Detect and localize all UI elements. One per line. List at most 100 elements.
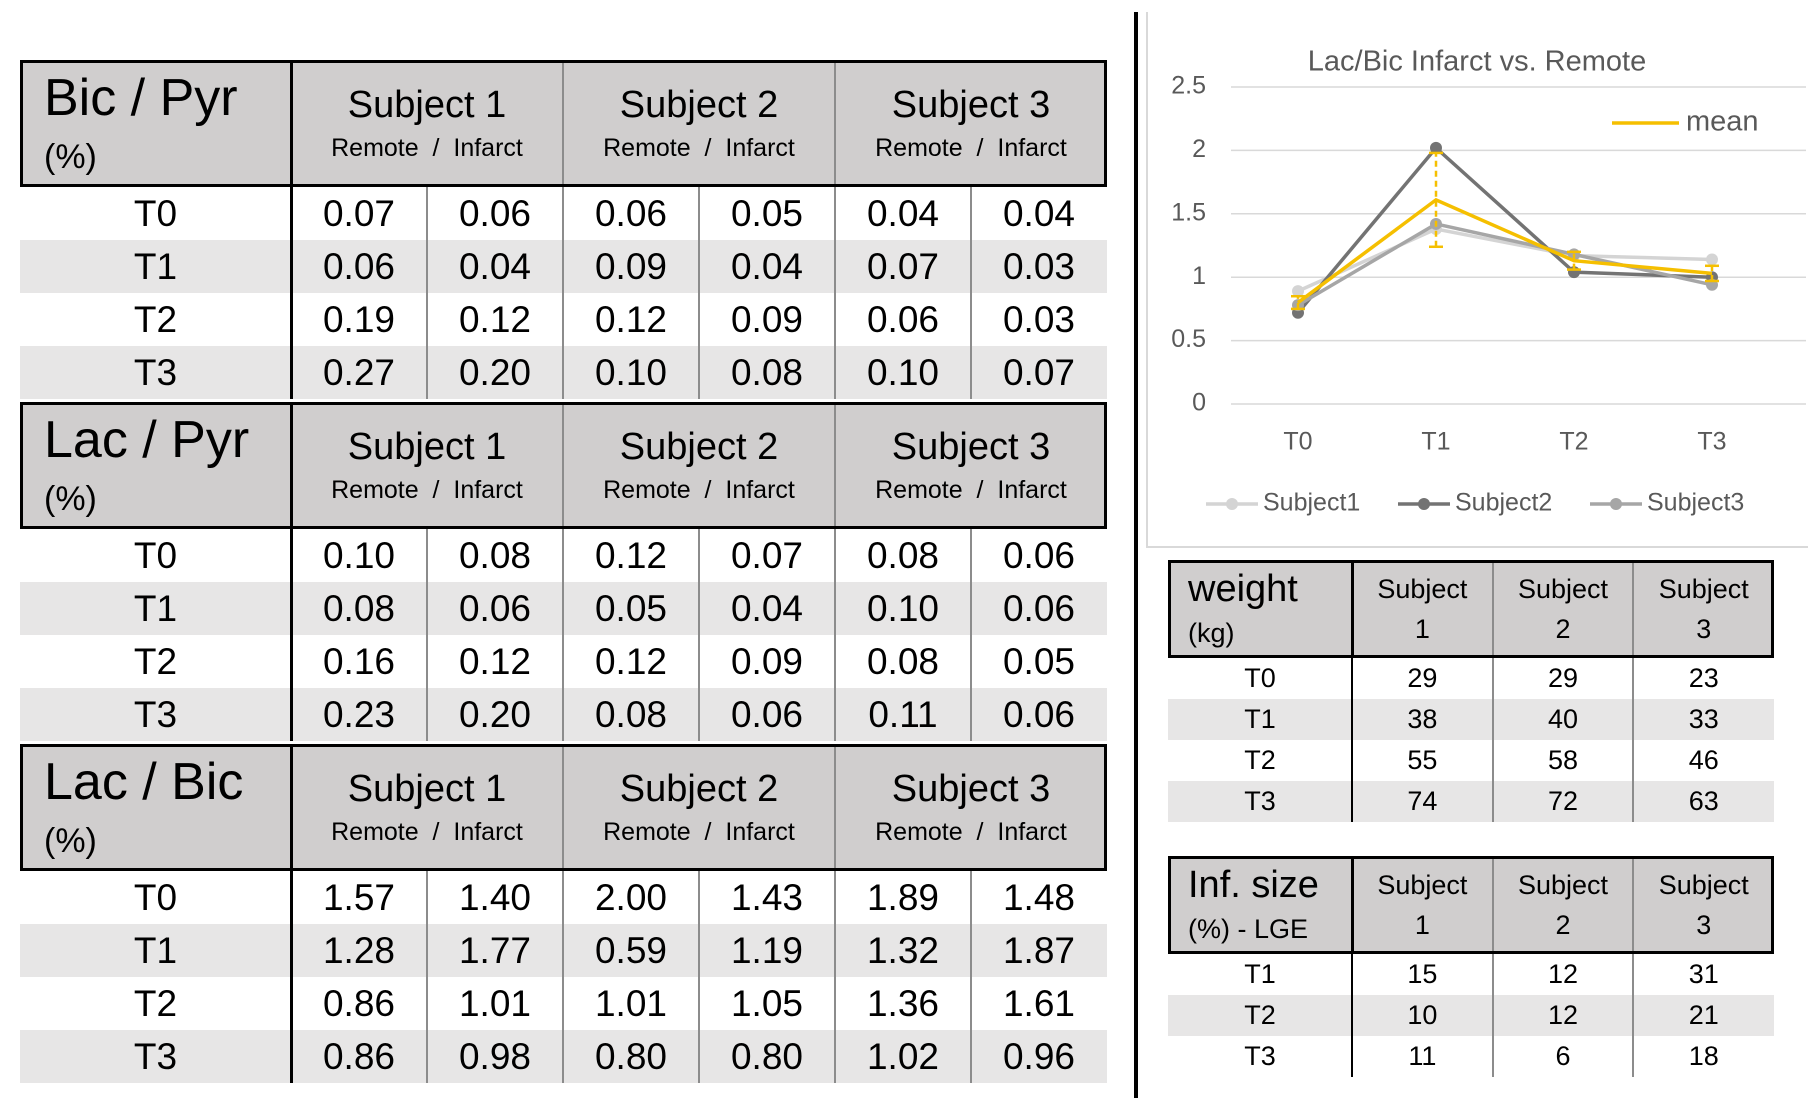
subject-header: Subject 2 — [619, 83, 779, 126]
cell-border — [698, 529, 700, 741]
cell-value: 0.07 — [866, 245, 939, 287]
legend-marker — [1226, 498, 1238, 510]
y-tick-label: 2.5 — [1171, 72, 1206, 100]
cell-value: 40 — [1548, 704, 1579, 734]
cell-value: 23 — [1688, 663, 1719, 693]
cell-value: 0.03 — [1002, 245, 1075, 287]
cell-value: 0.08 — [866, 640, 939, 682]
cell-value: 1.43 — [730, 876, 803, 918]
cell-value: 1.05 — [730, 982, 803, 1024]
row-label: T1 — [133, 587, 178, 629]
cell-value: 0.10 — [322, 534, 395, 576]
row-stripe — [1168, 781, 1775, 822]
row-label: T0 — [133, 876, 178, 918]
cell-value: 0.80 — [730, 1035, 803, 1077]
legend-marker — [1418, 498, 1430, 510]
cell-border — [970, 187, 972, 399]
cell-value: 29 — [1548, 663, 1579, 693]
cell-border — [562, 63, 564, 184]
row-label: T0 — [1244, 663, 1276, 693]
cell-value: 21 — [1688, 1000, 1719, 1030]
cell-value: 1.36 — [866, 982, 939, 1024]
cell-value: 0.80 — [594, 1035, 667, 1077]
cell-border — [1351, 658, 1353, 822]
cell-border — [834, 529, 836, 741]
cell-border — [426, 871, 428, 1083]
cell-border — [1350, 560, 1354, 658]
cell-value: 0.04 — [1002, 192, 1075, 234]
row-label: T1 — [133, 245, 178, 287]
table-title: Lac / Bic — [44, 753, 244, 811]
cell-value: 46 — [1688, 745, 1719, 775]
table-unit: (%) — [44, 138, 97, 176]
row-label: T2 — [133, 640, 178, 682]
cell-border — [289, 744, 293, 871]
subject-header: Subject 3 — [891, 767, 1051, 810]
y-tick-label: 0.5 — [1171, 325, 1206, 353]
cell-value: 1.40 — [458, 876, 531, 918]
series-line — [1297, 227, 1713, 293]
legend-label: mean — [1686, 106, 1759, 138]
chart-title: Lac/Bic Infarct vs. Remote — [1308, 46, 1646, 78]
row-label: T0 — [133, 534, 178, 576]
cell-value: 1.61 — [1002, 982, 1075, 1024]
cell-border — [562, 747, 564, 868]
row-label: T3 — [1244, 786, 1276, 816]
cell-border — [1632, 658, 1635, 822]
cell-value: 0.96 — [1002, 1035, 1075, 1077]
cell-value: 0.12 — [594, 534, 667, 576]
cell-value: 55 — [1407, 745, 1438, 775]
row-label: T2 — [1244, 1000, 1276, 1030]
table-title: Lac / Pyr — [44, 411, 250, 469]
cell-value: 72 — [1548, 786, 1579, 816]
column-header: Subject 2 — [1518, 870, 1609, 940]
table-title: weight — [1188, 568, 1298, 610]
cell-value: 0.98 — [458, 1035, 531, 1077]
cell-value: 0.06 — [322, 245, 395, 287]
cell-value: 0.04 — [866, 192, 939, 234]
cell-value: 31 — [1688, 959, 1719, 989]
cell-value: 0.09 — [730, 640, 803, 682]
subject-header: Subject 2 — [619, 425, 779, 468]
row-label: T3 — [133, 1035, 178, 1077]
cell-value: 0.12 — [594, 640, 667, 682]
cell-value: 0.20 — [458, 351, 531, 393]
cell-border — [289, 402, 293, 529]
x-tick-label: T0 — [1283, 428, 1312, 456]
subject-header: Subject 2 — [619, 767, 779, 810]
cell-value: 0.05 — [730, 192, 803, 234]
cell-value: 0.27 — [322, 351, 395, 393]
cell-border — [698, 871, 700, 1083]
cell-value: 0.06 — [458, 587, 531, 629]
cell-border — [834, 405, 836, 526]
sub-header: Remote / Infarct — [331, 133, 523, 162]
sub-header: Remote / Infarct — [603, 817, 795, 846]
row-label: T1 — [133, 929, 178, 971]
cell-value: 0.03 — [1002, 298, 1075, 340]
cell-value: 0.06 — [1002, 693, 1075, 735]
cell-value: 0.06 — [1002, 534, 1075, 576]
row-label: T2 — [1244, 745, 1276, 775]
cell-border — [834, 747, 836, 868]
cell-border — [562, 405, 564, 526]
cell-border — [562, 529, 564, 741]
cell-value: 0.04 — [730, 245, 803, 287]
cell-border — [1632, 954, 1635, 1077]
legend-label: Subject1 — [1263, 489, 1360, 517]
subject-header: Subject 1 — [347, 83, 507, 126]
cell-value: 1.48 — [1002, 876, 1075, 918]
cell-value: 0.06 — [866, 298, 939, 340]
cell-value: 0.09 — [594, 245, 667, 287]
point — [1706, 253, 1718, 266]
cell-value: 0.08 — [322, 587, 395, 629]
cell-value: 15 — [1407, 959, 1438, 989]
cell-value: 33 — [1688, 704, 1719, 734]
cell-value: 1.77 — [458, 929, 531, 971]
table-header — [1168, 856, 1775, 954]
column-header: Subject 3 — [1658, 870, 1749, 940]
cell-border — [834, 871, 836, 1083]
row-label: T1 — [1244, 959, 1276, 989]
row-label: T3 — [133, 693, 178, 735]
cell-value: 0.06 — [1002, 587, 1075, 629]
cell-border — [1351, 954, 1353, 1077]
